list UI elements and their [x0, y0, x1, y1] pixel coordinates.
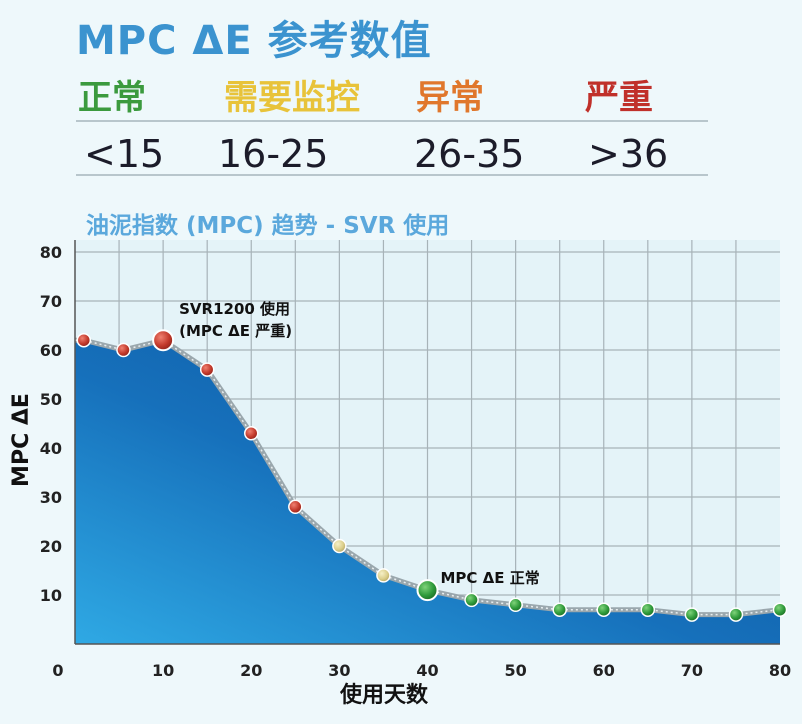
x-tick-label: 80: [769, 661, 791, 680]
trend-line-highlight: [75, 339, 781, 616]
data-point: [508, 597, 523, 613]
x-tick-label: 10: [152, 661, 174, 680]
data-point: [772, 602, 788, 617]
data-point: [152, 329, 175, 352]
x-tick-label: 0: [52, 661, 63, 680]
annotation-text: SVR1200 使用: [179, 300, 290, 318]
y-tick-label: 40: [40, 439, 62, 458]
reference-bottom-rule: [76, 174, 708, 176]
data-point: [244, 426, 259, 441]
annotation-text: (MPC ΔE 严重): [179, 322, 292, 340]
chart-title: 油泥指数 (MPC) 趋势 - SVR 使用: [86, 213, 450, 239]
y-tick-label: 70: [40, 292, 62, 311]
data-point: [640, 602, 656, 617]
y-axis-label: MPC ΔE: [9, 393, 34, 487]
data-point: [416, 579, 439, 602]
level-label-abnormal: 异常: [416, 78, 484, 118]
x-tick-label: 40: [416, 661, 438, 680]
x-tick-label: 60: [593, 661, 615, 680]
y-tick-label: 10: [40, 586, 62, 605]
data-point: [552, 602, 567, 617]
data-point: [116, 342, 131, 358]
level-label-normal: 正常: [78, 78, 146, 118]
level-range-normal: <15: [84, 132, 165, 176]
level-range-severe: >36: [588, 132, 669, 176]
annotation-text: MPC ΔE 正常: [441, 569, 540, 587]
page-title: MPC ΔE 参考数值: [76, 18, 432, 64]
level-range-abnormal: 26-35: [414, 132, 525, 176]
level-label-monitor: 需要监控: [224, 78, 360, 118]
data-point: [464, 592, 479, 608]
data-point: [288, 499, 303, 515]
y-tick-label: 80: [40, 243, 62, 262]
data-point: [199, 362, 215, 377]
data-point: [728, 607, 744, 622]
x-tick-label: 20: [240, 661, 262, 680]
y-tick-label: 60: [40, 341, 62, 360]
data-point: [332, 538, 347, 554]
x-tick-label: 50: [504, 661, 526, 680]
x-tick-label: 70: [681, 661, 703, 680]
y-tick-label: 50: [40, 390, 62, 409]
data-point: [376, 568, 391, 583]
data-point: [684, 607, 700, 622]
y-tick-label: 20: [40, 537, 62, 556]
data-point: [76, 332, 92, 348]
level-label-severe: 严重: [585, 78, 653, 118]
data-point: [596, 602, 611, 617]
level-range-monitor: 16-25: [218, 132, 329, 176]
trend-area: [75, 340, 780, 644]
x-axis-label: 使用天数: [339, 682, 429, 708]
y-tick-label: 30: [40, 488, 62, 507]
x-tick-label: 30: [328, 661, 350, 680]
reference-divider: [76, 120, 708, 122]
